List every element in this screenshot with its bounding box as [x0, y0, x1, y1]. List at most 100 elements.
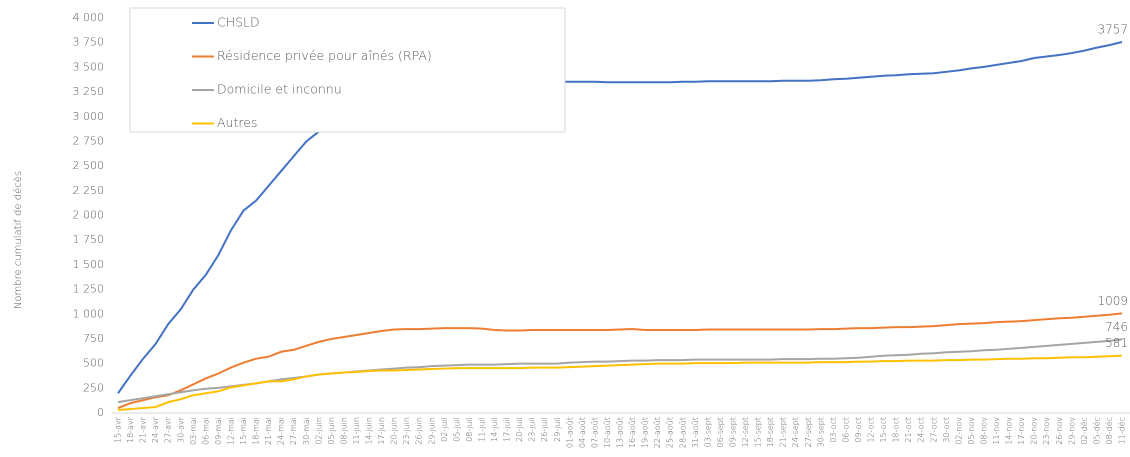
x-tick-label: 24-sept — [791, 417, 800, 447]
x-tick-label: 25-août — [665, 417, 675, 448]
x-tick-label: 17-nov — [1017, 417, 1026, 445]
legend-label: Résidence privée pour aînés (RPA) — [217, 48, 432, 63]
x-tick-label: 21-oct — [904, 417, 913, 443]
x-tick-label: 05-juil — [452, 417, 461, 442]
x-tick-label: 18-oct — [892, 417, 901, 443]
y-tick-label: 1 750 — [73, 233, 105, 246]
x-tick-label: 29-nov — [1067, 417, 1076, 445]
y-axis-label: Nombre cumulatif de décès — [12, 171, 24, 309]
y-tick-label: 2 250 — [73, 184, 105, 197]
x-tick-label: 22-août — [652, 417, 662, 448]
y-tick-label: 250 — [83, 381, 104, 394]
x-tick-label: 16-août — [627, 417, 637, 448]
x-tick-label: 02-déc — [1079, 417, 1089, 444]
y-tick-label: 750 — [83, 332, 104, 345]
x-tick-label: 11-juin — [352, 417, 361, 445]
x-tick-label: 09-oct — [854, 417, 863, 443]
x-tick-label: 19-août — [640, 417, 650, 448]
data-label: 581 — [1105, 336, 1128, 350]
series-line — [117, 354, 1123, 412]
x-tick-label: 07-août — [589, 417, 599, 448]
x-tick-label: 17-juin — [377, 417, 386, 445]
x-tick-label: 24-oct — [917, 417, 926, 443]
x-tick-label: 11-nov — [992, 417, 1001, 445]
x-tick-label: 31-août — [690, 417, 700, 448]
legend-label: Domicile et inconnu — [217, 82, 342, 97]
x-tick-label: 06-mai — [201, 417, 210, 445]
x-tick-label: 15-mai — [239, 417, 248, 445]
x-tick-label: 17-juil — [503, 417, 512, 442]
x-tick-label: 08-nov — [979, 417, 988, 445]
y-tick-label: 3 000 — [73, 110, 105, 123]
x-tick-label: 20-juil — [515, 417, 524, 442]
data-label: 746 — [1105, 320, 1128, 334]
x-tick-label: 30-avr — [176, 416, 185, 443]
series-line — [117, 41, 1123, 394]
x-tick-label: 10-août — [602, 417, 612, 448]
x-tick-label: 23-juil — [528, 417, 537, 442]
series-line — [117, 338, 1123, 404]
x-tick-label: 24-mai — [277, 417, 286, 445]
x-tick-label: 20-juin — [390, 417, 399, 445]
legend-box — [129, 7, 566, 133]
x-tick-label: 08-déc — [1104, 417, 1114, 444]
x-tick-label: 27-avr — [164, 416, 173, 443]
x-tick-label: 05-nov — [967, 417, 976, 445]
x-tick-label: 14-juil — [490, 417, 499, 442]
x-tick-label: 03-mai — [189, 417, 198, 445]
y-tick-label: 1 500 — [73, 258, 105, 271]
x-tick-label: 26-juil — [540, 417, 549, 442]
x-tick-label: 12-mai — [226, 417, 235, 445]
x-tick-label: 12-sept — [741, 417, 750, 447]
x-tick-label: 04-août — [577, 417, 587, 448]
x-tick-label: 20-nov — [1030, 417, 1039, 445]
y-tick-label: 0 — [97, 406, 104, 419]
x-tick-label: 27-oct — [929, 417, 938, 443]
x-tick-label: 26-nov — [1055, 417, 1064, 445]
y-tick-label: 1 000 — [73, 307, 105, 320]
x-tick-label: 21-avr — [139, 416, 148, 443]
x-tick-label: 02-nov — [954, 417, 963, 445]
x-tick-label: 15-oct — [879, 417, 888, 443]
x-tick-label: 15-sept — [754, 417, 763, 447]
x-tick-label: 18-sept — [766, 417, 775, 447]
data-label: 1009 — [1097, 294, 1128, 308]
x-tick-label: 18-avr — [126, 416, 135, 443]
series-line — [117, 312, 1123, 409]
x-tick-label: 30-oct — [942, 417, 951, 443]
x-tick-label: 27-mai — [289, 417, 298, 445]
x-tick-label: 29-juin — [427, 417, 436, 445]
y-tick-label: 1 250 — [73, 283, 105, 296]
x-tick-label: 06-sept — [716, 417, 725, 447]
y-tick-label: 2 500 — [73, 159, 105, 172]
x-tick-label: 18-mai — [252, 417, 261, 445]
y-tick-label: 500 — [83, 357, 104, 370]
x-tick-label: 24-avr — [151, 416, 160, 443]
y-tick-label: 3 500 — [73, 60, 105, 73]
x-tick-label: 12-oct — [867, 417, 876, 443]
y-tick-label: 3 250 — [73, 85, 105, 98]
x-tick-label: 08-juin — [339, 417, 348, 445]
y-tick-label: 4 000 — [73, 11, 105, 24]
x-tick-label: 11-juil — [477, 417, 486, 442]
x-tick-label: 11-déc — [1117, 417, 1127, 444]
x-tick-label: 03-sept — [703, 417, 712, 447]
x-tick-label: 23-nov — [1042, 417, 1051, 445]
x-tick-label: 23-juin — [402, 417, 411, 445]
x-tick-label: 15-avr — [114, 416, 123, 443]
x-tick-label: 28-août — [677, 417, 687, 448]
x-tick-label: 26-juin — [415, 417, 424, 445]
legend-label: CHSLD — [217, 15, 260, 30]
x-tick-label: 05-juin — [327, 417, 336, 445]
x-tick-label: 05-déc — [1091, 417, 1101, 444]
data-label: 3757 — [1097, 22, 1128, 36]
x-tick-label: 02-juil — [440, 417, 449, 442]
x-tick-label: 14-juin — [365, 417, 374, 445]
x-tick-label: 14-nov — [1005, 417, 1014, 445]
x-tick-label: 09-sept — [728, 417, 737, 447]
y-tick-label: 2 750 — [73, 134, 105, 147]
x-tick-label: 30-sept — [816, 417, 825, 447]
legend-label: Autres — [217, 115, 257, 130]
x-tick-label: 03-oct — [829, 417, 838, 443]
x-tick-label: 27-sept — [804, 417, 813, 447]
